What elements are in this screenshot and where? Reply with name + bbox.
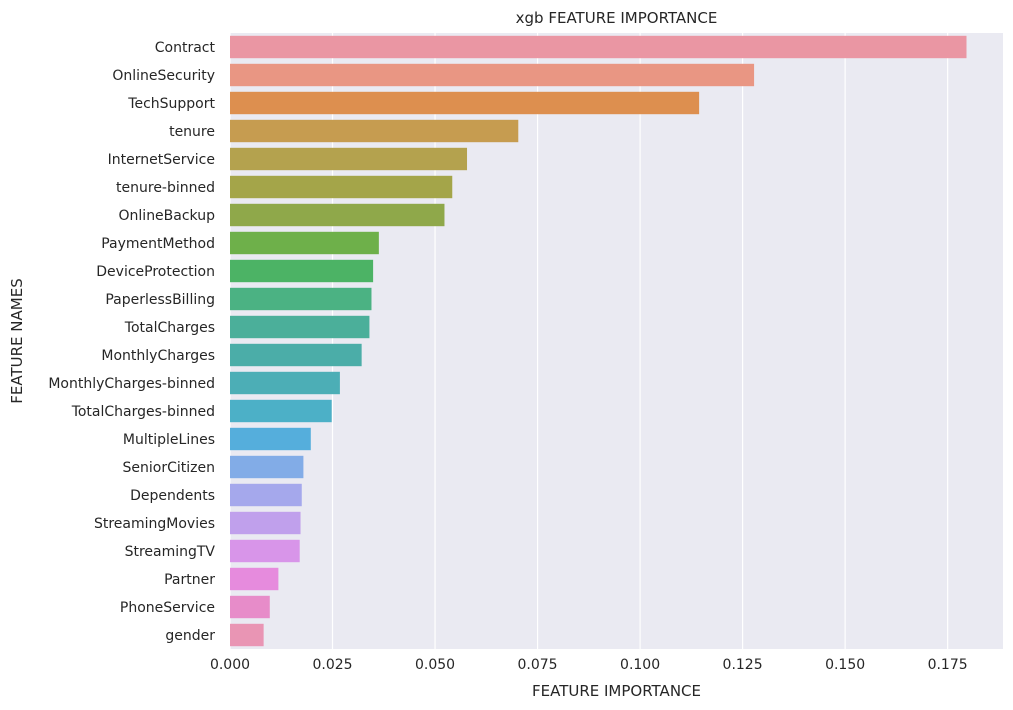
y-tick-label: PhoneService xyxy=(120,600,215,616)
x-tick-label: 0.175 xyxy=(928,657,968,673)
y-tick-label: MonthlyCharges-binned xyxy=(48,376,215,392)
y-tick-label: DeviceProtection xyxy=(96,264,215,280)
bar-onlinebackup xyxy=(230,203,445,227)
y-tick-label: StreamingMovies xyxy=(94,516,215,532)
bar-onlinesecurity xyxy=(230,63,755,87)
bar-totalcharges xyxy=(230,315,370,339)
bar-partner xyxy=(230,567,279,591)
y-tick-label: PaperlessBilling xyxy=(105,292,215,308)
bar-deviceprotection xyxy=(230,259,374,283)
y-tick-label: MultipleLines xyxy=(123,432,215,448)
bar-streamingtv xyxy=(230,539,300,563)
bar-gender xyxy=(230,623,264,647)
bar-tenure-binned xyxy=(230,175,453,199)
y-tick-label: TotalCharges xyxy=(124,320,215,336)
bar-tenure xyxy=(230,119,519,143)
bar-monthlycharges-binned xyxy=(230,371,340,395)
bar-paymentmethod xyxy=(230,231,379,255)
y-tick-label: Dependents xyxy=(130,488,215,504)
y-tick-label: tenure xyxy=(169,124,215,140)
x-tick-label: 0.050 xyxy=(415,657,455,673)
x-tick-label: 0.100 xyxy=(620,657,660,673)
chart-title: xgb FEATURE IMPORTANCE xyxy=(516,9,718,27)
y-tick-label: TechSupport xyxy=(127,96,215,112)
y-tick-label: OnlineSecurity xyxy=(112,68,215,84)
x-tick-label: 0.125 xyxy=(723,657,763,673)
bar-dependents xyxy=(230,483,302,507)
bar-monthlycharges xyxy=(230,343,362,367)
bar-totalcharges-binned xyxy=(230,399,332,423)
x-axis-label: FEATURE IMPORTANCE xyxy=(532,682,701,700)
bar-techsupport xyxy=(230,91,700,115)
y-tick-label: StreamingTV xyxy=(125,544,216,560)
bar-paperlessbilling xyxy=(230,287,372,311)
y-tick-label: MonthlyCharges xyxy=(101,348,215,364)
y-axis-label: FEATURE NAMES xyxy=(8,278,26,403)
y-tick-label: PaymentMethod xyxy=(101,236,215,252)
y-tick-label: gender xyxy=(165,628,215,644)
x-tick-label: 0.075 xyxy=(518,657,558,673)
y-tick-label: Partner xyxy=(164,572,215,588)
bar-multiplelines xyxy=(230,427,311,451)
x-tick-labels: 0.000 0.025 0.050 0.075 0.100 0.125 0.150 0.175 xyxy=(210,657,968,673)
bar-phoneservice xyxy=(230,595,270,619)
bar-seniorcitizen xyxy=(230,455,304,479)
bar-contract xyxy=(230,35,967,59)
y-tick-label: tenure-binned xyxy=(116,180,215,196)
y-tick-labels: Contract OnlineSecurity TechSupport tenure I… xyxy=(48,40,215,644)
y-tick-label: SeniorCitizen xyxy=(123,460,215,476)
bar-streamingmovies xyxy=(230,511,301,535)
x-tick-label: 0.150 xyxy=(825,657,865,673)
y-tick-label: OnlineBackup xyxy=(119,208,216,224)
x-tick-label: 0.000 xyxy=(210,657,250,673)
bar-internetservice xyxy=(230,147,468,171)
y-tick-label: TotalCharges-binned xyxy=(71,404,215,420)
x-tick-label: 0.025 xyxy=(312,657,352,673)
y-tick-label: Contract xyxy=(155,40,216,56)
y-tick-label: InternetService xyxy=(108,152,215,168)
bars xyxy=(230,35,967,647)
